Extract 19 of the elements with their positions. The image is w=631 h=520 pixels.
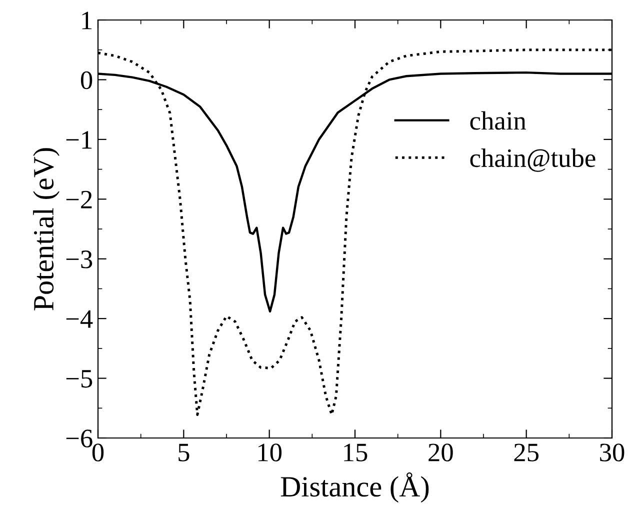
x-tick-label: 5: [178, 444, 190, 462]
x-tick-label: 15: [344, 444, 368, 462]
x-tick-label: 0: [92, 444, 104, 462]
y-tick-label: −4: [66, 310, 93, 328]
y-tick-label: −2: [66, 190, 92, 208]
x-tick-label: 25: [514, 444, 538, 462]
y-tick-label: −3: [66, 250, 92, 268]
y-axis-title: Potential (eV): [33, 148, 60, 310]
x-tick-label: 30: [600, 444, 624, 462]
legend-label: chain@tube: [470, 148, 596, 172]
x-tick-label: 10: [258, 444, 282, 462]
x-axis-title: Distance (Å): [280, 472, 429, 503]
legend-label: chain: [470, 111, 526, 130]
y-tick-label: 0: [80, 71, 92, 90]
y-tick-label: −6: [66, 430, 92, 448]
y-tick-label: −1: [66, 131, 92, 149]
y-tick-label: 1: [82, 12, 92, 30]
x-tick-label: 20: [428, 444, 453, 462]
y-tick-label: −5: [66, 370, 92, 388]
